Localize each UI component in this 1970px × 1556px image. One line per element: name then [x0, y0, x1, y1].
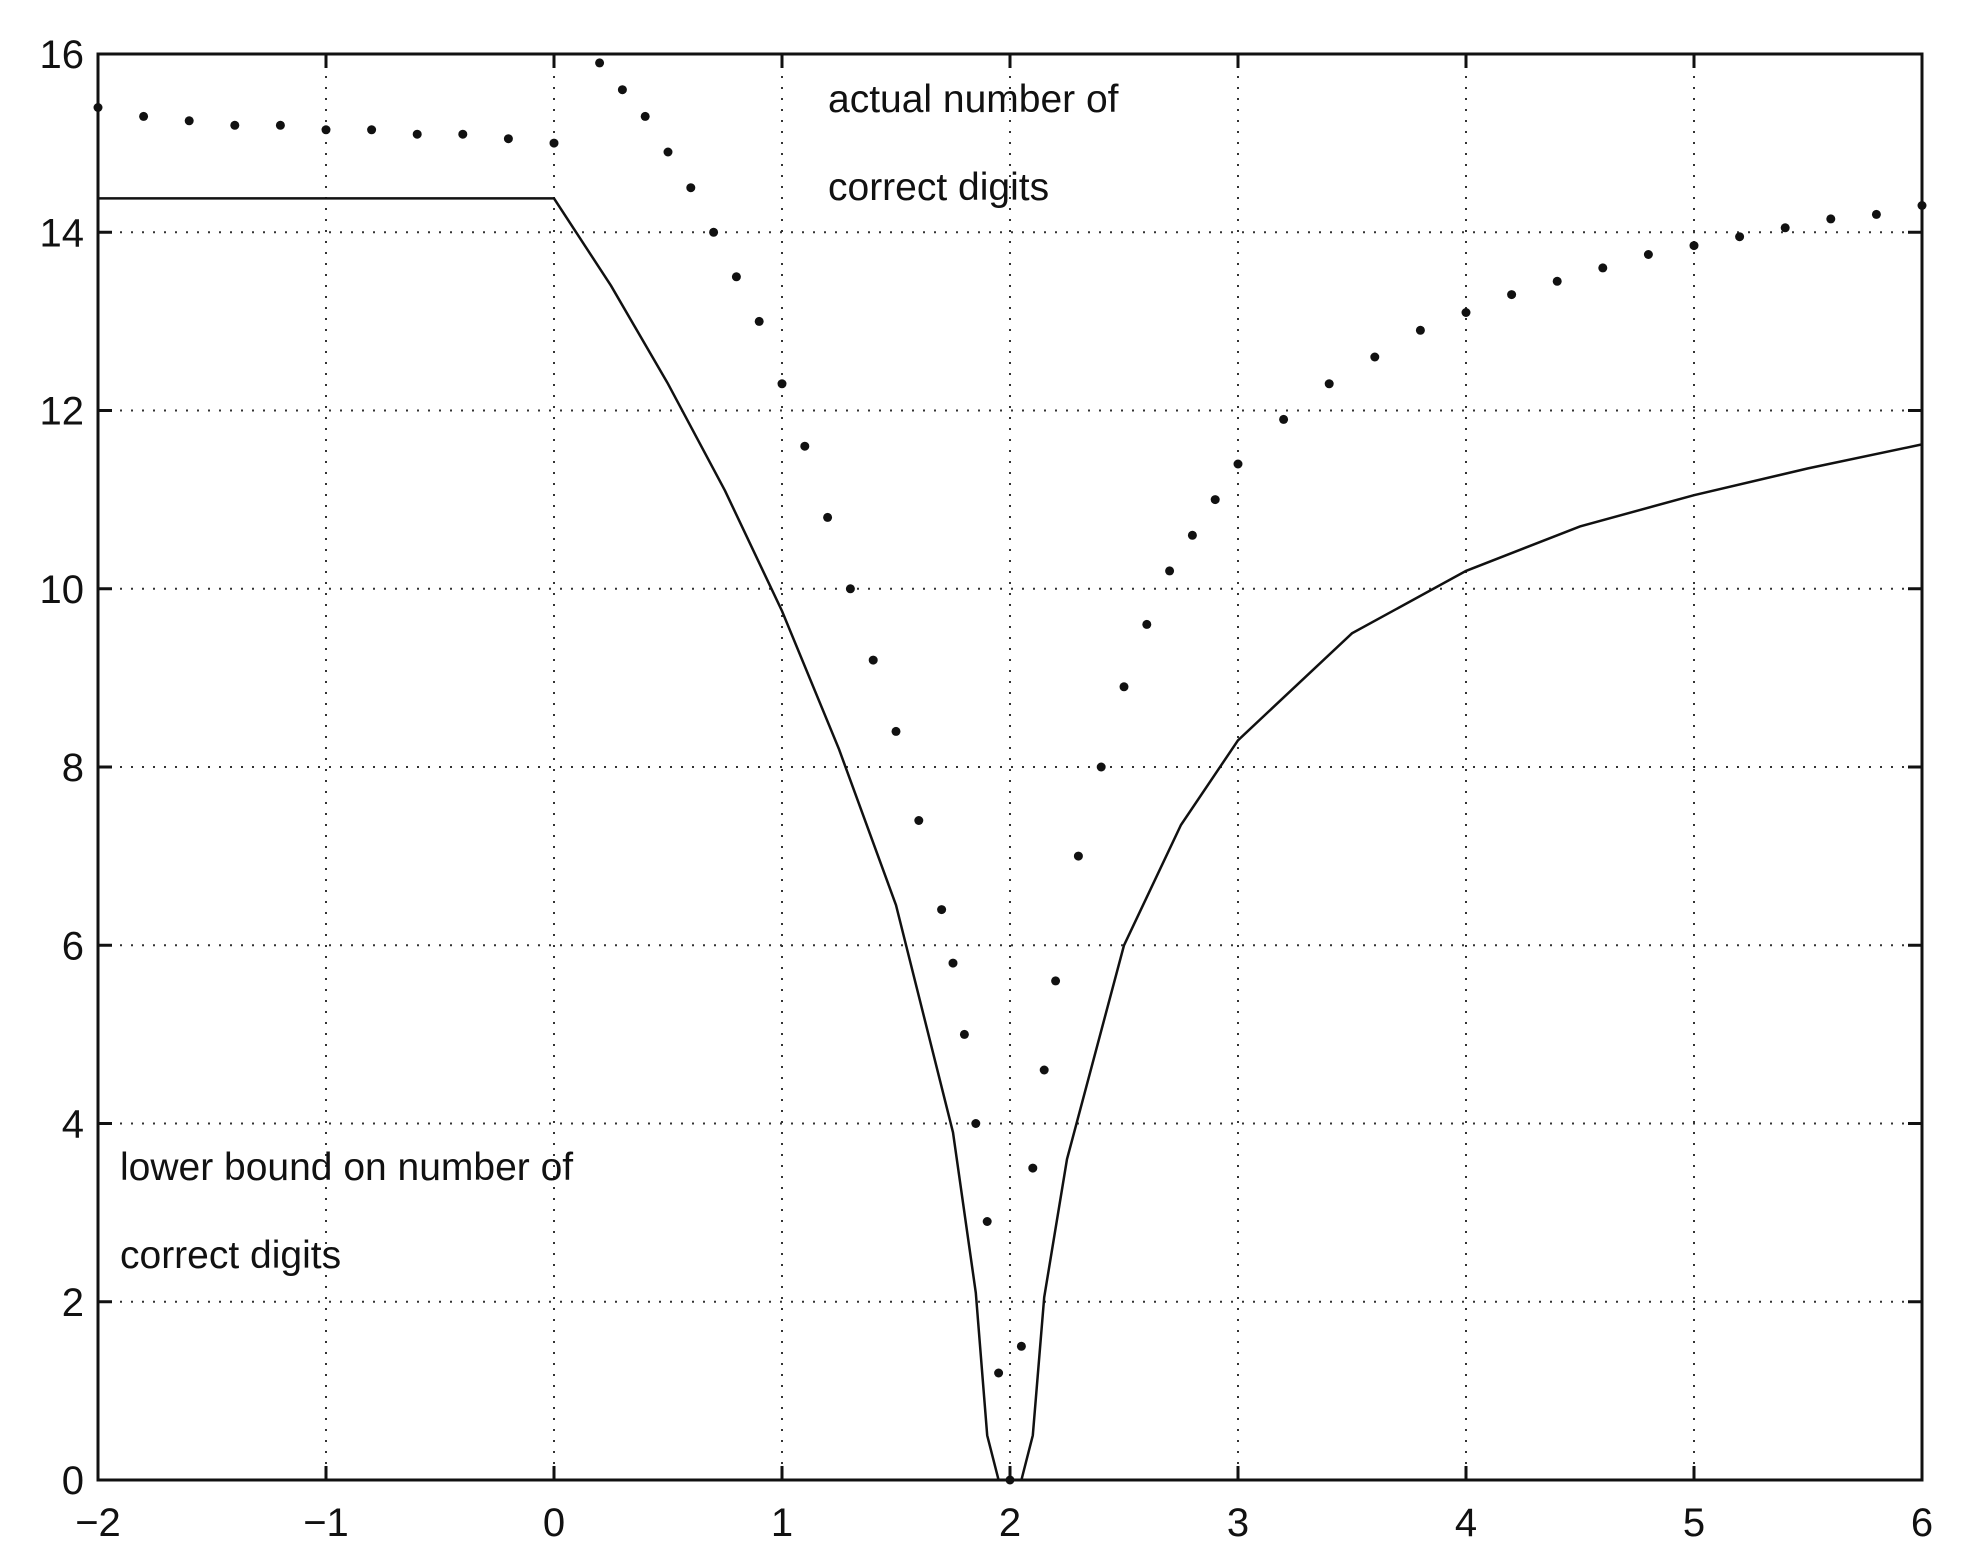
y-tick-label: 2 [62, 1281, 84, 1325]
scatter-point [709, 227, 719, 237]
scatter-point [914, 816, 924, 825]
scatter-point [1233, 459, 1243, 469]
scatter-point [1689, 241, 1699, 251]
scatter-point [1165, 566, 1175, 576]
annotation-lower-bound-line-2: correct digits [120, 1234, 341, 1277]
scatter-point [458, 129, 468, 139]
scatter-point [184, 116, 194, 126]
scatter-point [1324, 379, 1334, 389]
scatter-point [1370, 352, 1380, 362]
scatter-point [948, 958, 958, 968]
scatter-point [595, 58, 605, 68]
scatter-point [139, 111, 149, 121]
y-tick-label: 6 [62, 924, 84, 968]
scatter-point [1039, 1065, 1049, 1075]
y-tick-labels: 0 2 4 6 8 10 12 14 16 [40, 33, 85, 1503]
scatter-point [959, 1029, 969, 1039]
scatter-point [663, 147, 673, 157]
scatter-point [754, 316, 764, 326]
scatter-point [800, 441, 810, 451]
scatter-point [1051, 976, 1061, 986]
scatter-point [367, 125, 377, 135]
y-tick-label: 4 [62, 1103, 84, 1147]
scatter-point [1415, 325, 1425, 335]
x-tick-label: 1 [771, 1501, 793, 1545]
scatter-point [1279, 414, 1289, 424]
scatter-point [1096, 762, 1106, 772]
scatter-points-layer [93, 58, 1927, 1485]
scatter-point [617, 85, 627, 95]
scatter-point [230, 120, 240, 130]
scatter-point [1210, 495, 1220, 505]
scatter-point [982, 1217, 992, 1226]
scatter-point [1735, 232, 1745, 242]
scatter-point [1016, 1341, 1026, 1351]
scatter-point [994, 1368, 1004, 1378]
scatter-point [1073, 851, 1083, 861]
scatter-point [1461, 308, 1471, 317]
x-tick-label: −2 [75, 1501, 121, 1545]
scatter-point [549, 138, 559, 148]
scatter-point [412, 129, 422, 139]
scatter-point [731, 272, 741, 282]
x-tick-label: 6 [1911, 1501, 1933, 1545]
scatter-point [1871, 209, 1881, 219]
scatter-point [321, 125, 331, 135]
scatter-point [891, 726, 901, 736]
x-tick-label: 3 [1227, 1501, 1249, 1545]
x-tick-label: 0 [543, 1501, 565, 1545]
y-tick-label: 8 [62, 746, 84, 790]
scatter-point [777, 379, 787, 389]
x-tick-label: −1 [303, 1501, 349, 1545]
scatter-point [1507, 290, 1517, 300]
scatter-point [1119, 682, 1129, 692]
scatter-point [1598, 263, 1608, 273]
x-tick-label: 4 [1455, 1501, 1477, 1545]
x-tick-label: 5 [1683, 1501, 1705, 1545]
scatter-point [686, 183, 696, 193]
scatter-point [640, 111, 650, 121]
scatter-point [1826, 214, 1836, 224]
scatter-point [1187, 530, 1197, 540]
x-tick-labels: −2 −1 0 1 2 3 4 5 6 [75, 1501, 1933, 1545]
y-tick-label: 0 [62, 1459, 84, 1503]
scatter-point [1780, 223, 1790, 233]
grid-lines [98, 54, 1922, 1480]
scatter-point [937, 905, 947, 915]
x-tick-label: 2 [999, 1501, 1021, 1545]
scatter-point [503, 134, 513, 144]
scatter-point [1142, 619, 1152, 629]
annotation-lower-bound-line-1: lower bound on number of [120, 1146, 573, 1189]
annotation-actual-line-1: actual number of [828, 78, 1119, 121]
y-tick-label: 10 [40, 568, 85, 612]
y-tick-label: 16 [40, 33, 85, 77]
y-tick-label: 12 [40, 390, 85, 434]
scatter-point [868, 655, 878, 665]
annotation-actual-line-2: correct digits [828, 166, 1049, 209]
scatter-point [275, 120, 285, 130]
scatter-point [971, 1119, 981, 1128]
axis-ticks [96, 52, 1924, 1482]
scatter-point [845, 584, 855, 594]
plot-area-frame [96, 52, 1924, 1482]
y-tick-label: 14 [40, 211, 85, 255]
scatter-point [823, 512, 833, 522]
scatter-point [1028, 1163, 1038, 1173]
scatter-point [1643, 250, 1653, 259]
scatter-point [1552, 276, 1562, 286]
